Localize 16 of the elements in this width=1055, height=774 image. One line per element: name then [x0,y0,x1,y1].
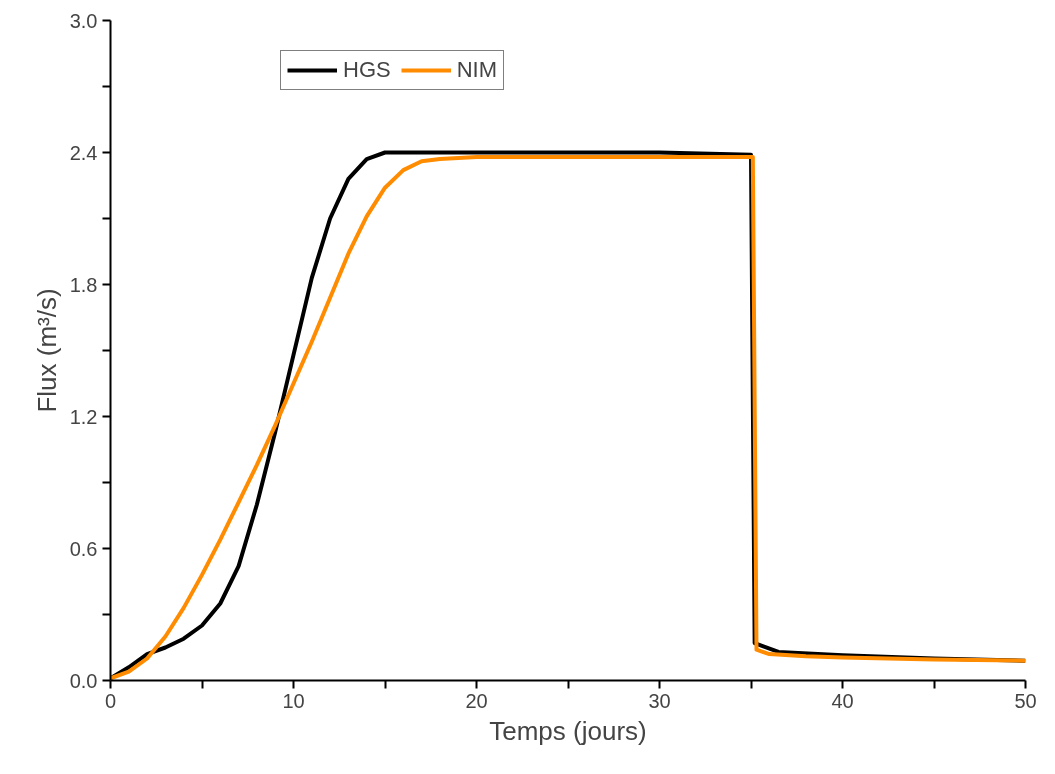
y-tick-label: 1.2 [69,405,98,428]
legend-label: HGS [343,57,391,83]
x-tick-label: 10 [282,689,305,712]
y-axis-title: Flux (m³/s) [31,288,62,413]
x-tick-label: 40 [831,689,854,712]
x-tick-label: 50 [1014,689,1037,712]
x-tick-label: 30 [648,689,671,712]
y-tick-label: 3.0 [69,9,98,32]
y-tick-label: 1.8 [69,273,98,296]
x-axis-title: Temps (jours) [489,715,647,746]
legend-label: NIM [456,57,498,83]
x-tick-label: 0 [104,689,117,712]
y-tick-label: 0.6 [69,537,98,560]
y-tick-label: 2.4 [69,141,98,164]
y-tick-label: 0.0 [69,669,98,692]
x-tick-label: 20 [465,689,488,712]
